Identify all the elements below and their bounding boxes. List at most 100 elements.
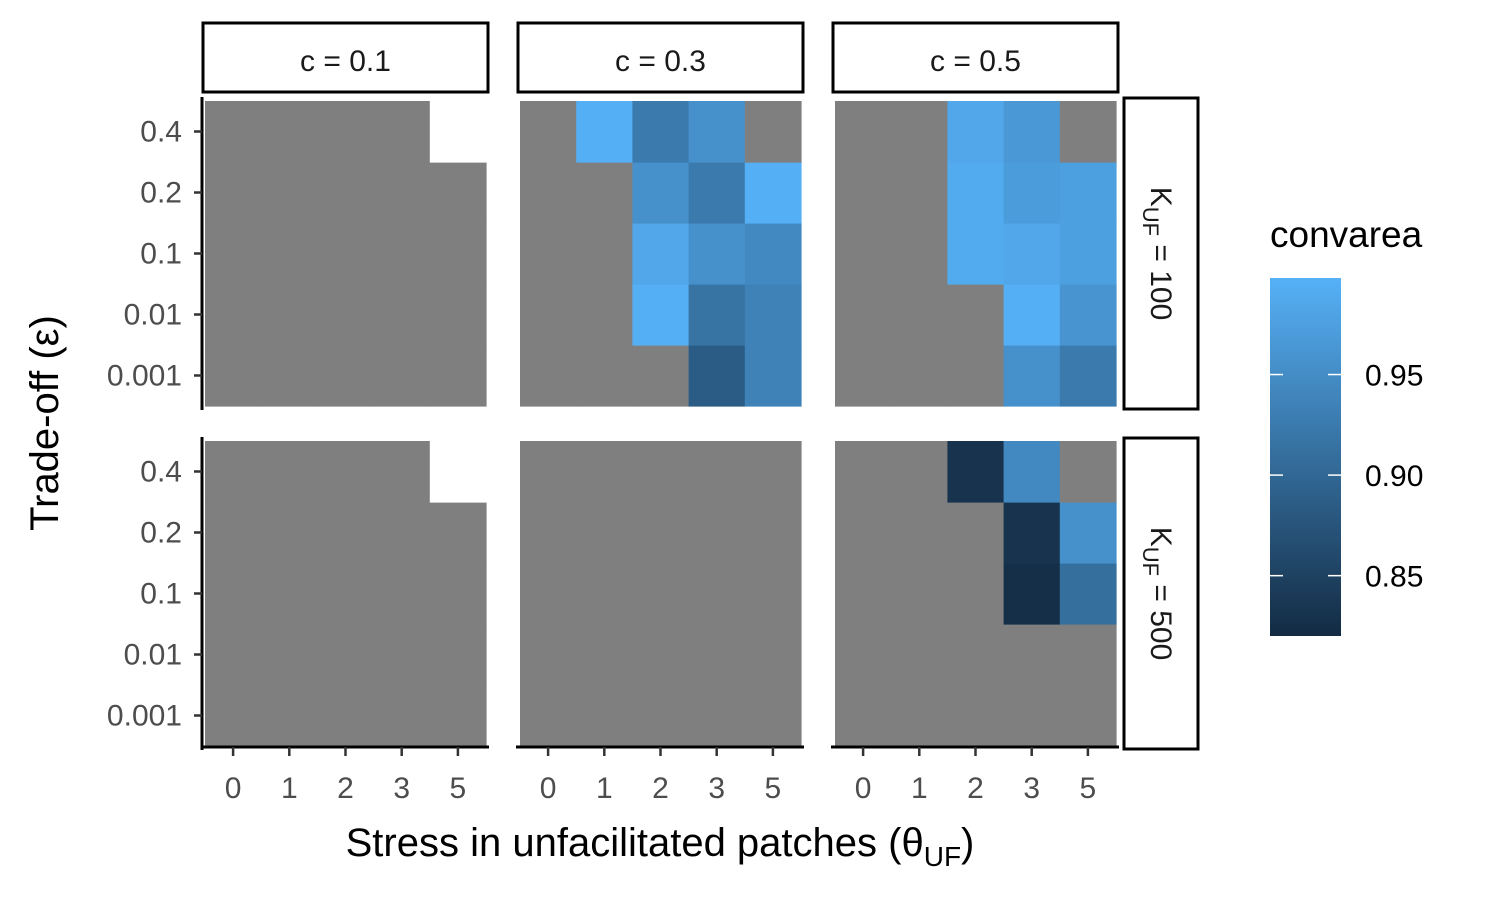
heatmap-cell xyxy=(1003,345,1061,407)
heatmap-cell xyxy=(429,563,487,625)
heatmap-cell xyxy=(835,441,892,503)
strips-layer: c = 0.1 c = 0.3 c = 0.5 KUF = 100 KUF = 500 xyxy=(201,21,1200,751)
heatmap-cell xyxy=(947,502,1005,564)
heatmap-cell xyxy=(261,162,318,224)
legend-label: 0.90 xyxy=(1365,460,1423,493)
x-tick-label: 3 xyxy=(393,772,410,805)
heatmap-cell xyxy=(576,101,633,163)
heatmap-cell xyxy=(373,162,431,224)
heatmap-cell xyxy=(891,162,948,224)
heatmap-cell xyxy=(632,284,690,346)
heatmap-cell xyxy=(947,685,1005,747)
x-tick-label: 0 xyxy=(540,772,557,805)
y-tick-label: 0.1 xyxy=(140,238,182,271)
heatmap-cell xyxy=(744,685,802,747)
heatmap-cell xyxy=(835,685,892,747)
heatmap-cell xyxy=(1059,563,1117,625)
heatmap-cell xyxy=(1003,624,1061,686)
y-tick-label: 0.4 xyxy=(140,116,182,149)
heatmap-cell xyxy=(429,441,487,503)
heatmap-cell xyxy=(1059,162,1117,224)
heatmap-cell xyxy=(520,345,577,407)
x-axis-title: Stress in unfacilitated patches (θUF) xyxy=(346,821,975,872)
heatmap-cell xyxy=(947,223,1005,285)
heatmap-cell xyxy=(429,162,487,224)
y-tick-label: 0.001 xyxy=(107,360,182,393)
panel-r0-c2 xyxy=(835,101,1117,407)
panel-r1-c0 xyxy=(205,441,487,747)
heatmap-cell xyxy=(520,284,577,346)
heatmap-cell xyxy=(835,563,892,625)
heatmap-cell xyxy=(688,223,746,285)
heatmap-cell xyxy=(632,624,690,686)
heatmap-cell xyxy=(317,441,375,503)
x-axis-title-subscript: UF xyxy=(924,841,961,872)
heatmap-cell xyxy=(576,223,633,285)
facet-strip-row xyxy=(1122,436,1200,751)
heatmap-cell xyxy=(205,624,262,686)
heatmap-cell xyxy=(688,162,746,224)
facet-strip-label: c = 0.1 xyxy=(300,45,391,78)
heatmap-cell xyxy=(429,685,487,747)
heatmap-cell xyxy=(576,441,633,503)
heatmap-cell xyxy=(1059,284,1117,346)
heatmap-cell xyxy=(520,223,577,285)
y-tick-label: 0.2 xyxy=(140,177,182,210)
heatmap-cell xyxy=(520,441,577,503)
heatmap-cell xyxy=(891,502,948,564)
heatmap-cell xyxy=(891,284,948,346)
panels-layer xyxy=(205,101,1117,747)
heatmap-cell xyxy=(688,685,746,747)
heatmap-cell xyxy=(744,441,802,503)
heatmap-cell xyxy=(373,685,431,747)
heatmap-cell xyxy=(835,624,892,686)
heatmap-cell xyxy=(576,502,633,564)
heatmap-cell xyxy=(632,441,690,503)
heatmap-cell xyxy=(317,345,375,407)
heatmap-cell xyxy=(744,624,802,686)
heatmap-cell xyxy=(520,502,577,564)
heatmap-cell xyxy=(317,502,375,564)
heatmap-cell xyxy=(744,563,802,625)
facet-strip-row xyxy=(1122,96,1200,411)
heatmap-cell xyxy=(429,284,487,346)
heatmap-cell xyxy=(744,162,802,224)
heatmap-cell xyxy=(205,101,262,163)
heatmap-cell xyxy=(1059,345,1117,407)
heatmap-cell xyxy=(373,502,431,564)
heatmap-cell xyxy=(835,101,892,163)
x-tick-label: 1 xyxy=(911,772,928,805)
heatmap-cell xyxy=(317,101,375,163)
heatmap-cell xyxy=(947,441,1005,503)
heatmap-cell xyxy=(835,284,892,346)
heatmap-cell xyxy=(947,284,1005,346)
x-tick-label: 2 xyxy=(337,772,354,805)
heatmap-cell xyxy=(373,441,431,503)
heatmap-cell xyxy=(1003,162,1061,224)
legend-label: 0.95 xyxy=(1365,360,1423,393)
heatmap-cell xyxy=(317,563,375,625)
y-tick-label: 0.01 xyxy=(124,639,182,672)
x-tick-label: 2 xyxy=(652,772,669,805)
heatmap-cell xyxy=(261,345,318,407)
x-tick-label: 2 xyxy=(967,772,984,805)
heatmap-cell xyxy=(1059,101,1117,163)
facet-strip-label: c = 0.5 xyxy=(930,45,1021,78)
heatmap-cell xyxy=(205,563,262,625)
x-tick-label: 1 xyxy=(281,772,298,805)
heatmap-cell xyxy=(1003,685,1061,747)
heatmap-cell xyxy=(947,345,1005,407)
heatmap-cell xyxy=(520,563,577,625)
heatmap-cell xyxy=(688,502,746,564)
x-tick-label: 5 xyxy=(450,772,467,805)
legend: convarea 0.85 0.90 0.95 xyxy=(1270,214,1423,636)
facet-strip-col xyxy=(201,21,490,94)
heatmap-cell xyxy=(688,345,746,407)
heatmap-cell xyxy=(261,624,318,686)
heatmap-cell xyxy=(947,624,1005,686)
heatmap-cell xyxy=(205,162,262,224)
heatmap-cell xyxy=(576,345,633,407)
legend-ticks: 0.85 0.90 0.95 xyxy=(1270,360,1423,594)
heatmap-cell xyxy=(1003,223,1061,285)
heatmap-cell xyxy=(835,345,892,407)
